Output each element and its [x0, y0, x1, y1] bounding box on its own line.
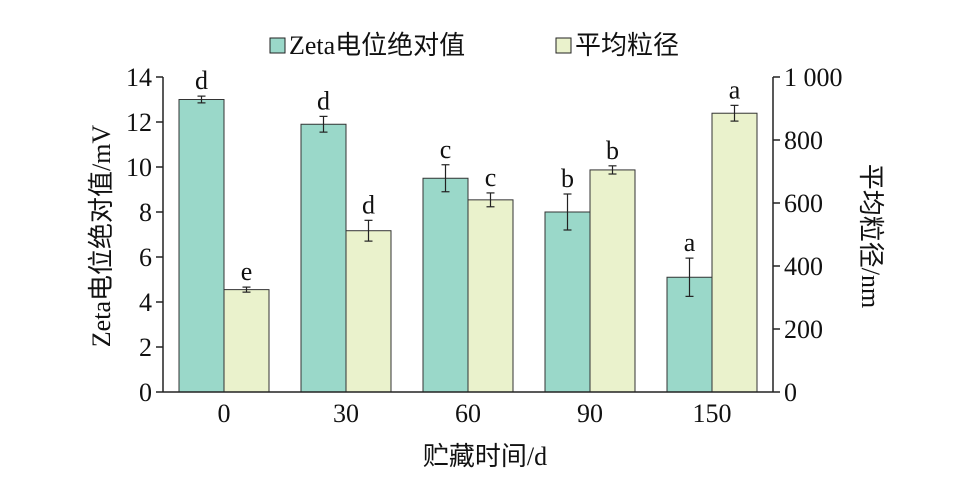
significance-letter: a [729, 75, 741, 104]
right-tick-label: 600 [784, 189, 823, 218]
bar-zeta-90 [544, 211, 591, 393]
x-tick-label: 0 [218, 399, 231, 428]
significance-letter: c [440, 135, 452, 164]
x-tick-label: 60 [455, 399, 481, 428]
legend-label-size: 平均粒径 [575, 31, 679, 60]
x-tick-label: 90 [577, 399, 603, 428]
right-axis-title: 平均粒径/nm [856, 164, 885, 308]
bar-size-90 [589, 169, 636, 393]
legend: Zeta电位绝对值 平均粒径 [269, 31, 679, 60]
significance-letter: e [241, 257, 253, 286]
significance-letter: d [195, 66, 208, 95]
legend-label-zeta: Zeta电位绝对值 [289, 31, 465, 60]
legend-swatch-size [555, 37, 572, 54]
left-tick-label: 14 [126, 63, 152, 92]
bar-zeta-60 [422, 177, 469, 393]
bar-size-30 [345, 230, 392, 393]
left-tick-label: 6 [139, 243, 152, 272]
significance-letter: a [684, 228, 696, 257]
legend-swatch-zeta [269, 37, 286, 54]
right-tick-label: 400 [784, 252, 823, 281]
significance-letter: b [606, 136, 619, 165]
bar-size-150 [711, 112, 758, 393]
left-tick-label: 2 [139, 333, 152, 362]
right-tick-label: 0 [784, 378, 797, 407]
left-tick-label: 8 [139, 198, 152, 227]
bars-layer: d d c b a e d c b a [178, 66, 758, 393]
right-tick-label: 800 [784, 126, 823, 155]
left-tick-label: 0 [139, 378, 152, 407]
left-tick-label: 12 [126, 108, 152, 137]
significance-letter: d [317, 86, 330, 115]
bar-size-60 [467, 199, 514, 393]
significance-letter: c [485, 163, 497, 192]
axes-layer: 0 2 4 6 8 10 12 14 0 200 400 600 800 1 000 0 30 60 90 150 [126, 63, 843, 428]
right-tick-label: 200 [784, 315, 823, 344]
x-tick-label: 30 [333, 399, 359, 428]
significance-letter: b [561, 164, 574, 193]
x-tick-label: 150 [693, 399, 732, 428]
x-axis-title: 贮藏时间/d [423, 442, 547, 471]
left-axis-title: Zeta电位绝对值/mV [87, 125, 116, 348]
right-tick-label: 1 000 [784, 63, 843, 92]
bar-size-0 [223, 289, 270, 393]
left-tick-label: 4 [139, 288, 152, 317]
bar-zeta-30 [300, 123, 347, 393]
bar-zeta-0 [178, 99, 225, 393]
left-tick-label: 10 [126, 153, 152, 182]
significance-letter: d [362, 190, 375, 219]
